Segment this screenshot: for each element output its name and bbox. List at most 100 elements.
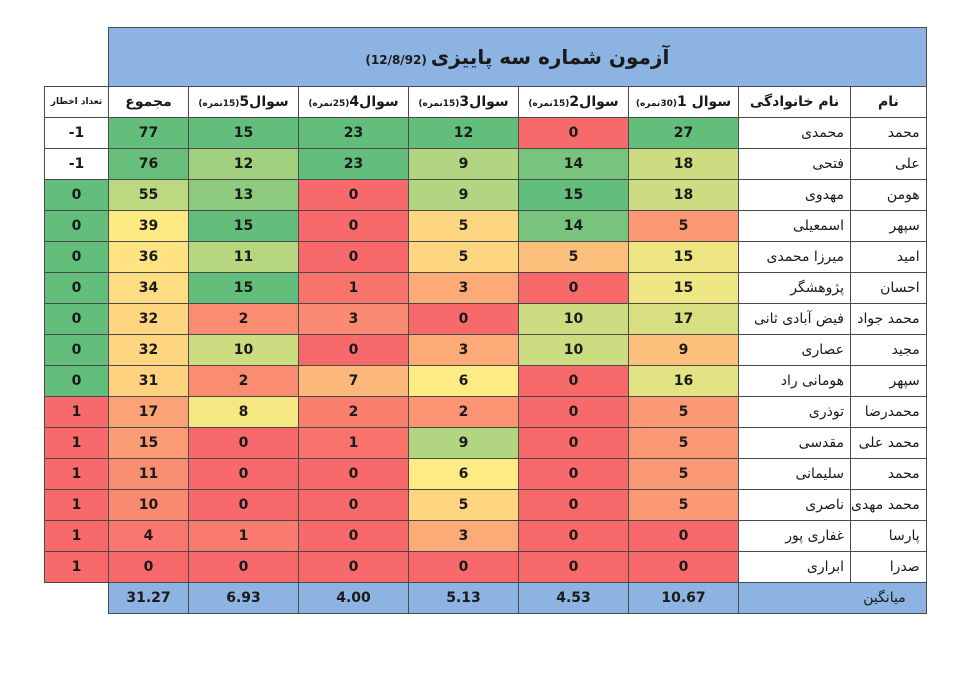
- score-q5[interactable]: 0: [188, 551, 299, 583]
- student-first-name[interactable]: محمد: [850, 117, 927, 149]
- total-score[interactable]: 34: [108, 272, 189, 304]
- warning-count[interactable]: 1: [44, 489, 109, 521]
- score-q5[interactable]: 2: [188, 303, 299, 335]
- score-q1[interactable]: 27: [628, 117, 739, 149]
- warning-count[interactable]: 0: [44, 334, 109, 366]
- student-first-name[interactable]: علی: [850, 148, 927, 180]
- score-q2[interactable]: 5: [518, 241, 629, 273]
- score-q4[interactable]: 0: [298, 241, 409, 273]
- total-score[interactable]: 17: [108, 396, 189, 428]
- score-q5[interactable]: 11: [188, 241, 299, 273]
- score-q1[interactable]: 5: [628, 489, 739, 521]
- score-q4[interactable]: 0: [298, 520, 409, 552]
- score-q1[interactable]: 5: [628, 427, 739, 459]
- score-q4[interactable]: 0: [298, 489, 409, 521]
- score-q5[interactable]: 0: [188, 427, 299, 459]
- score-q3[interactable]: 3: [408, 334, 519, 366]
- warning-count[interactable]: 1-: [44, 148, 109, 180]
- score-q1[interactable]: 5: [628, 210, 739, 242]
- score-q1[interactable]: 15: [628, 241, 739, 273]
- header-question-5[interactable]: سوال5(15نمره): [188, 86, 299, 118]
- score-q2[interactable]: 0: [518, 520, 629, 552]
- score-q5[interactable]: 13: [188, 179, 299, 211]
- student-first-name[interactable]: محمد مهدی: [850, 489, 927, 521]
- score-q4[interactable]: 0: [298, 334, 409, 366]
- average-q3[interactable]: 5.13: [408, 582, 519, 614]
- header-warnings[interactable]: تعداد اخطار: [44, 86, 109, 118]
- warning-count[interactable]: 1: [44, 396, 109, 428]
- score-q5[interactable]: 15: [188, 210, 299, 242]
- score-q2[interactable]: 14: [518, 210, 629, 242]
- student-first-name[interactable]: محمد: [850, 458, 927, 490]
- student-last-name[interactable]: پژوهشگر: [738, 272, 851, 304]
- student-first-name[interactable]: محمد علی: [850, 427, 927, 459]
- score-q4[interactable]: 1: [298, 272, 409, 304]
- average-q2[interactable]: 4.53: [518, 582, 629, 614]
- score-q5[interactable]: 12: [188, 148, 299, 180]
- score-q2[interactable]: 0: [518, 551, 629, 583]
- score-q2[interactable]: 0: [518, 365, 629, 397]
- total-score[interactable]: 4: [108, 520, 189, 552]
- score-q3[interactable]: 9: [408, 148, 519, 180]
- score-q3[interactable]: 5: [408, 489, 519, 521]
- score-q1[interactable]: 0: [628, 551, 739, 583]
- score-q5[interactable]: 8: [188, 396, 299, 428]
- student-last-name[interactable]: مهدوی: [738, 179, 851, 211]
- score-q2[interactable]: 15: [518, 179, 629, 211]
- score-q1[interactable]: 18: [628, 148, 739, 180]
- student-first-name[interactable]: سپهر: [850, 365, 927, 397]
- score-q1[interactable]: 18: [628, 179, 739, 211]
- student-last-name[interactable]: اسمعیلی: [738, 210, 851, 242]
- header-question-1[interactable]: سوال 1(30نمره): [628, 86, 739, 118]
- warning-count[interactable]: 1-: [44, 117, 109, 149]
- score-q1[interactable]: 16: [628, 365, 739, 397]
- total-score[interactable]: 39: [108, 210, 189, 242]
- warning-count[interactable]: 0: [44, 272, 109, 304]
- score-q4[interactable]: 0: [298, 179, 409, 211]
- header-total[interactable]: مجموع: [108, 86, 189, 118]
- student-first-name[interactable]: محمد جواد: [850, 303, 927, 335]
- student-first-name[interactable]: احسان: [850, 272, 927, 304]
- warning-count[interactable]: 0: [44, 210, 109, 242]
- student-first-name[interactable]: پارسا: [850, 520, 927, 552]
- score-q2[interactable]: 0: [518, 396, 629, 428]
- score-q3[interactable]: 5: [408, 241, 519, 273]
- score-q2[interactable]: 0: [518, 458, 629, 490]
- average-q5[interactable]: 6.93: [188, 582, 299, 614]
- student-first-name[interactable]: مجید: [850, 334, 927, 366]
- score-q5[interactable]: 0: [188, 489, 299, 521]
- score-q4[interactable]: 23: [298, 148, 409, 180]
- score-q3[interactable]: 2: [408, 396, 519, 428]
- score-q5[interactable]: 1: [188, 520, 299, 552]
- average-q1[interactable]: 10.67: [628, 582, 739, 614]
- student-last-name[interactable]: مقدسی: [738, 427, 851, 459]
- student-last-name[interactable]: توذری: [738, 396, 851, 428]
- total-score[interactable]: 77: [108, 117, 189, 149]
- score-q3[interactable]: 6: [408, 365, 519, 397]
- header-question-3[interactable]: سوال3(15نمره): [408, 86, 519, 118]
- score-q4[interactable]: 0: [298, 210, 409, 242]
- score-q3[interactable]: 9: [408, 427, 519, 459]
- total-score[interactable]: 0: [108, 551, 189, 583]
- score-q5[interactable]: 0: [188, 458, 299, 490]
- student-first-name[interactable]: صدرا: [850, 551, 927, 583]
- score-q5[interactable]: 15: [188, 272, 299, 304]
- total-score[interactable]: 32: [108, 334, 189, 366]
- warning-count[interactable]: 1: [44, 520, 109, 552]
- total-score[interactable]: 15: [108, 427, 189, 459]
- score-q3[interactable]: 6: [408, 458, 519, 490]
- student-last-name[interactable]: سلیمانی: [738, 458, 851, 490]
- student-first-name[interactable]: امید: [850, 241, 927, 273]
- score-q4[interactable]: 3: [298, 303, 409, 335]
- header-question-2[interactable]: سوال2(15نمره): [518, 86, 629, 118]
- score-q1[interactable]: 9: [628, 334, 739, 366]
- warning-count[interactable]: 0: [44, 179, 109, 211]
- score-q3[interactable]: 12: [408, 117, 519, 149]
- student-last-name[interactable]: ناصری: [738, 489, 851, 521]
- score-q5[interactable]: 10: [188, 334, 299, 366]
- student-last-name[interactable]: فتحی: [738, 148, 851, 180]
- score-q3[interactable]: 3: [408, 520, 519, 552]
- score-q2[interactable]: 10: [518, 303, 629, 335]
- score-q5[interactable]: 2: [188, 365, 299, 397]
- score-q3[interactable]: 3: [408, 272, 519, 304]
